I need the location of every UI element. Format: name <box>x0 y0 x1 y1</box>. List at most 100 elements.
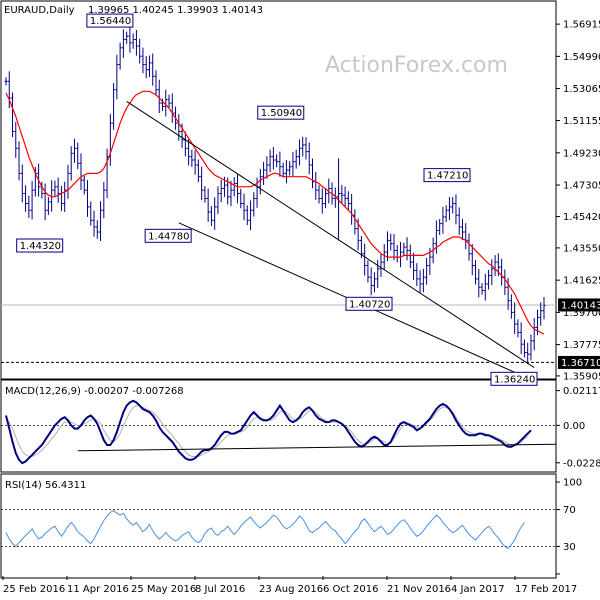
rsi-panel-frame <box>0 473 557 579</box>
price-bar <box>46 197 50 215</box>
ohlc-readout: 1.39965 1.40245 1.39903 1.40143 <box>88 5 263 16</box>
price-bar <box>121 29 125 58</box>
price-bar <box>76 142 80 170</box>
price-bar <box>144 56 148 79</box>
price-bar <box>539 302 543 326</box>
price-bar <box>79 153 83 191</box>
price-bar <box>444 205 448 222</box>
price-bar <box>131 33 135 49</box>
price-bar <box>405 237 409 261</box>
price-bar <box>14 121 18 158</box>
price-bar <box>542 296 546 320</box>
price-tick-label: 1.54990 <box>563 52 600 63</box>
price-bar <box>385 231 389 262</box>
price-bar <box>392 234 396 261</box>
price-bar <box>242 193 246 221</box>
svg-text:1.40720: 1.40720 <box>349 299 390 310</box>
x-tick-label: 21 Nov 2016 <box>387 584 451 595</box>
price-tick-label: 1.53065 <box>563 84 600 95</box>
price-bar <box>454 194 458 225</box>
price-bar <box>268 149 272 173</box>
price-bar <box>275 154 279 168</box>
svg-text:1.36710: 1.36710 <box>561 358 600 369</box>
price-bar <box>288 161 292 176</box>
price-bar <box>167 94 171 109</box>
price-bar <box>284 160 288 184</box>
macd-tick-label: -0.022814 <box>563 458 600 469</box>
svg-text:1.44320: 1.44320 <box>20 241 61 252</box>
level-tag: 1.36710 <box>558 355 600 369</box>
price-bar <box>17 141 21 181</box>
rsi-tick-label: 100 <box>563 478 582 489</box>
price-bar <box>4 77 8 86</box>
price-bar <box>519 322 523 355</box>
price-tick-label: 1.41625 <box>563 276 600 287</box>
price-bar <box>164 89 168 117</box>
price-bar <box>86 180 90 217</box>
price-annotation: 1.44780 <box>144 228 192 243</box>
price-annotation: 1.36240 <box>490 371 538 386</box>
price-bar <box>522 339 526 358</box>
price-bar <box>310 158 314 189</box>
macd-panel-frame <box>0 379 557 473</box>
macd-tick-label: 0.00 <box>563 421 585 432</box>
price-bar <box>294 149 298 169</box>
price-bar <box>415 263 419 287</box>
price-bar <box>190 149 194 167</box>
price-bar <box>509 294 513 319</box>
price-tick-label: 1.49230 <box>563 148 600 159</box>
price-bar <box>30 180 34 220</box>
price-bar <box>209 206 213 226</box>
macd-tick-label: 0.021171 <box>563 386 600 397</box>
price-tick-label: 1.56915 <box>563 20 600 31</box>
macd-line <box>5 399 532 465</box>
watermark: ActionForex.com <box>325 53 508 78</box>
price-bar <box>69 146 73 181</box>
price-bar <box>258 169 262 195</box>
price-bar <box>157 79 161 113</box>
price-tick-label: 1.43550 <box>563 243 600 254</box>
price-bar <box>438 219 442 235</box>
price-annotation: 1.56440 <box>86 13 134 28</box>
price-bar <box>474 260 478 285</box>
price-bar <box>63 181 67 212</box>
price-bar <box>324 188 328 209</box>
macd-trendline <box>77 443 557 452</box>
price-bar <box>252 192 256 217</box>
price-bar <box>516 319 520 338</box>
price-bar <box>7 71 11 109</box>
price-bar <box>128 26 132 53</box>
price-bar <box>408 244 412 269</box>
price-bar <box>529 334 533 361</box>
price-bar <box>206 188 210 222</box>
price-bar <box>203 185 207 203</box>
price-bar <box>278 151 282 177</box>
price-bar <box>138 38 142 64</box>
x-tick-label: 8 Jul 2016 <box>195 584 245 595</box>
price-bar <box>379 254 383 277</box>
price-bar <box>366 260 370 283</box>
price-bar <box>56 177 60 203</box>
price-bar <box>532 318 536 351</box>
price-bar <box>425 258 429 285</box>
price-bar <box>477 268 481 298</box>
price-bar <box>460 218 464 241</box>
x-tick-label: 4 Jan 2017 <box>451 584 505 595</box>
rsi-tick-label: 30 <box>563 542 576 553</box>
price-bar <box>213 197 217 230</box>
price-bar <box>11 92 15 138</box>
price-bar <box>196 159 200 183</box>
price-bar <box>50 180 54 212</box>
channel-line <box>126 100 535 369</box>
price-bar <box>421 268 425 293</box>
price-annotation: 1.44320 <box>16 238 64 253</box>
price-bar <box>118 42 122 70</box>
price-bar <box>24 185 28 212</box>
price-bar <box>99 201 103 241</box>
price-tick-label: 1.39700 <box>563 308 600 319</box>
price-bar <box>418 270 422 293</box>
price-bar <box>297 139 301 166</box>
price-bar <box>216 186 220 215</box>
rsi-line <box>5 509 525 549</box>
x-tick-label: 17 Feb 2017 <box>515 584 577 595</box>
